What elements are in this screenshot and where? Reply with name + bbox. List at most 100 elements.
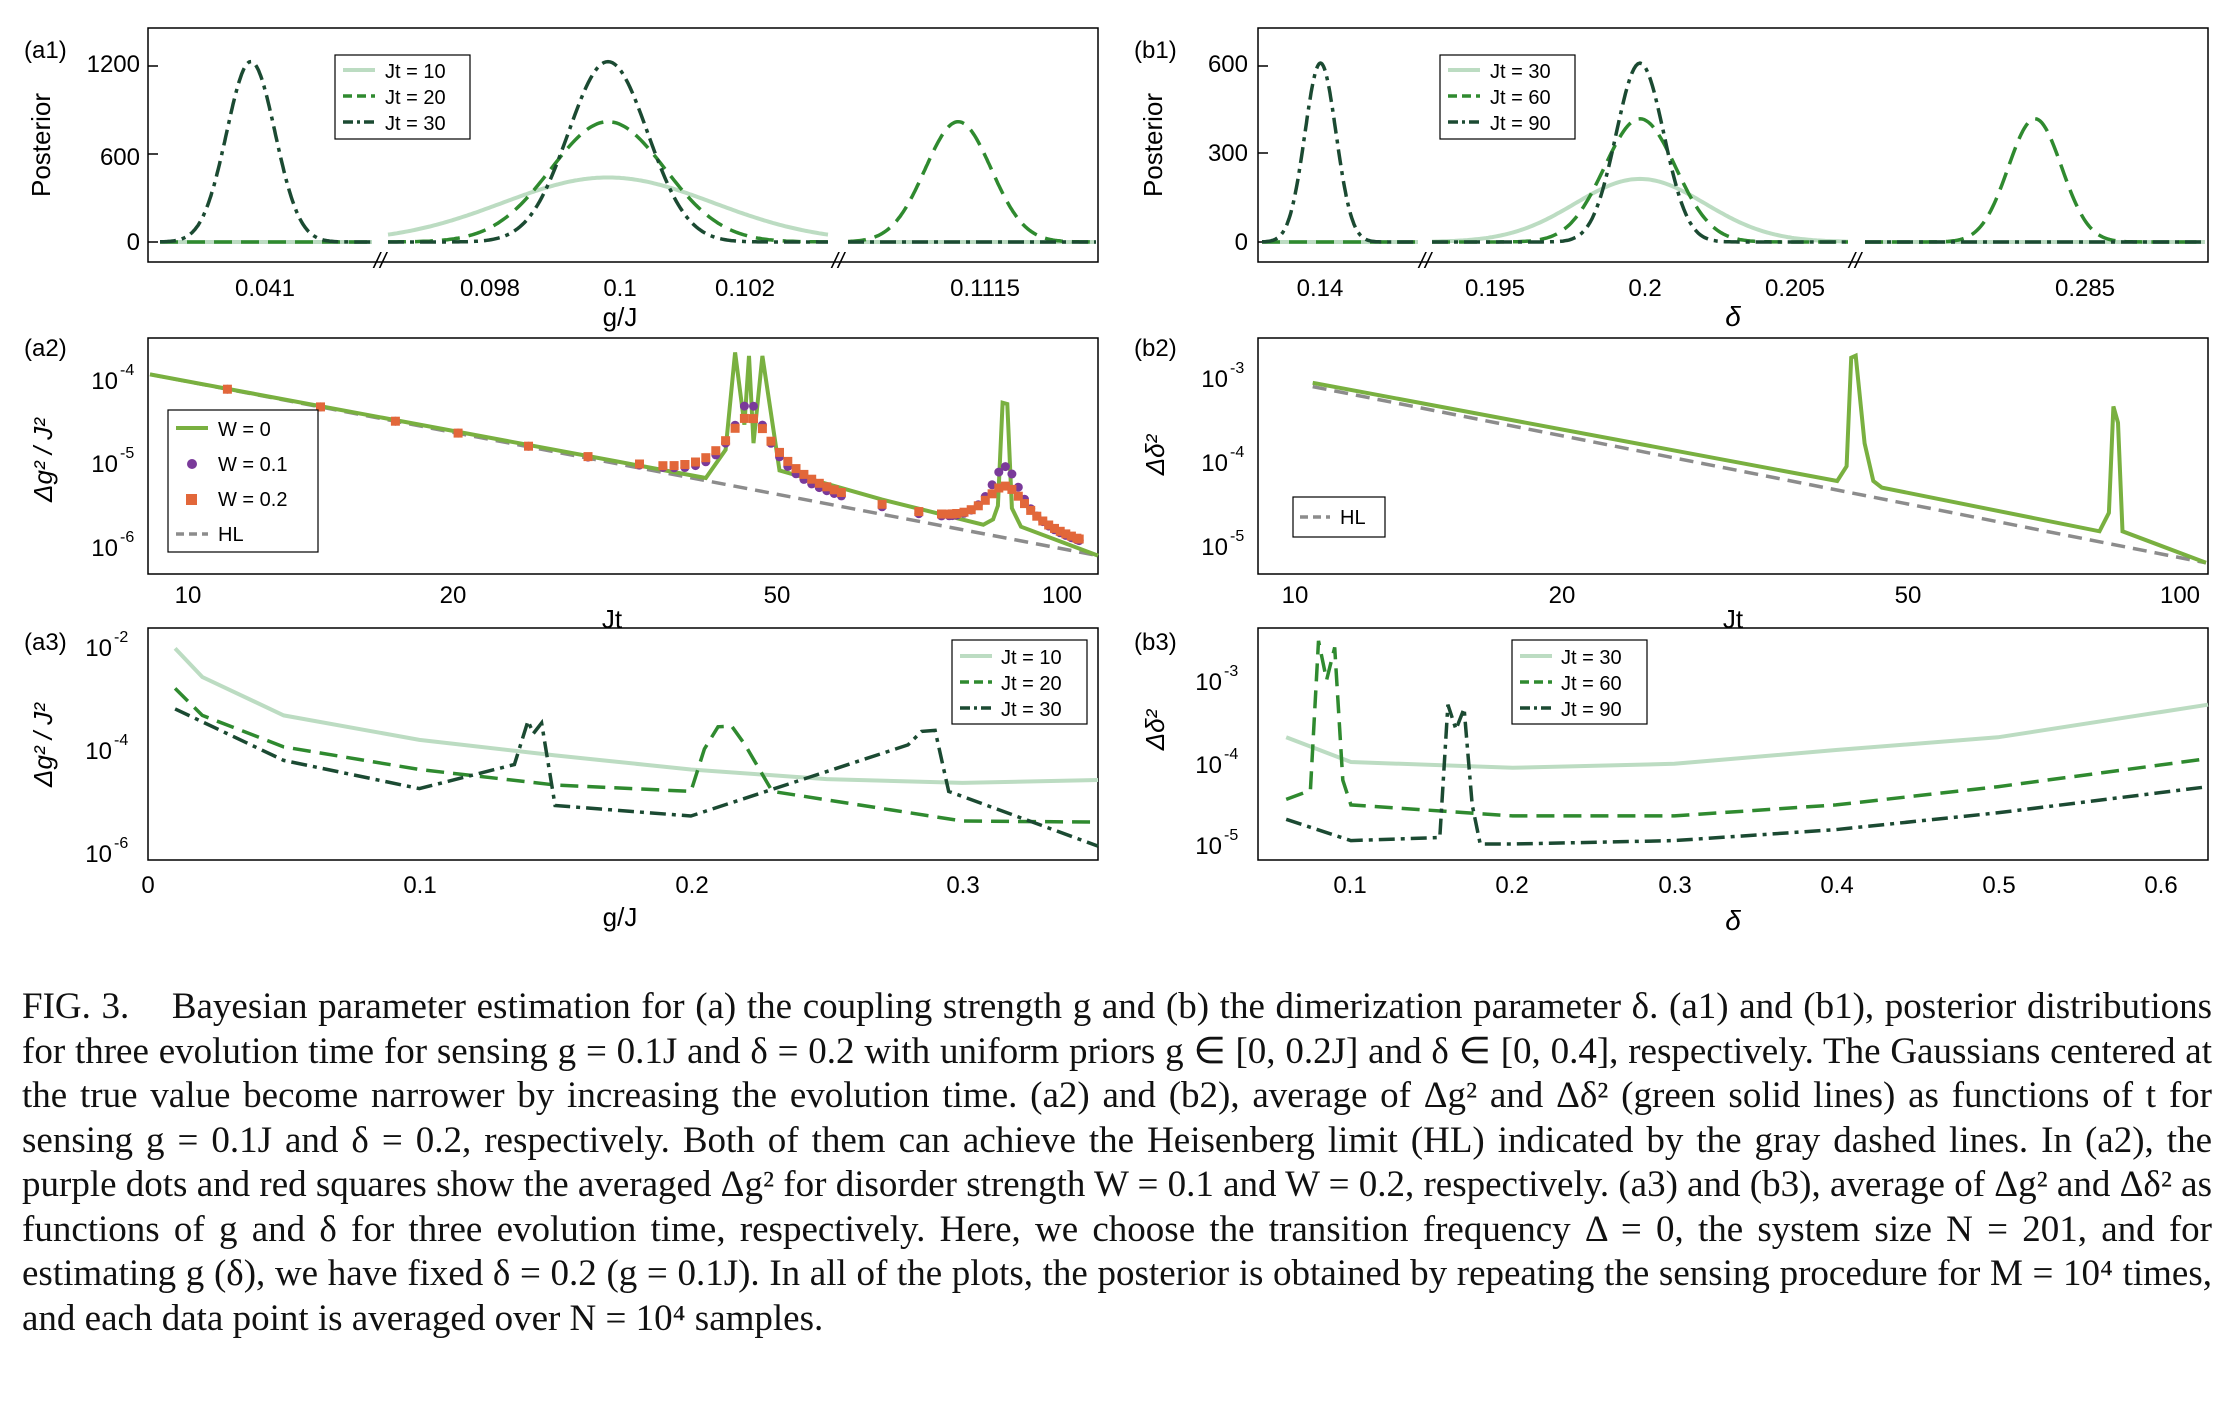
series-a1-jt10 [160,175,1096,244]
caption-label: FIG. 3. [22,986,130,1027]
marker-a2-w01 [994,467,1004,477]
marker-a2-w02 [959,507,969,517]
ytick-b1-1: 300 [1208,140,1248,167]
series-a1-jt30 [160,59,1096,244]
xtick-a3-0: 0 [141,872,154,899]
caption-text: Bayesian parameter estimation for (a) th… [22,986,2212,1339]
marker-a2-w02 [658,461,668,471]
legend-label-a2-0: W = 0 [218,419,271,441]
figure-caption: FIG. 3. Bayesian parameter estimation fo… [22,985,2212,1341]
xtick-a2-2: 50 [764,582,791,609]
marker-a2-w02 [1055,526,1065,536]
marker-a2-w02 [914,507,924,517]
series-a2-w02 [222,384,1084,544]
legend-label-a2-3: HL [218,524,244,546]
marker-a2-w02 [316,402,325,412]
axis-break-a1-left: // [372,248,388,273]
xtick-b1-4: 0.285 [2055,275,2115,302]
marker-a2-w02 [739,413,749,423]
legend-label-b1-0: Jt = 30 [1490,61,1551,83]
ytick-a3-2-exp: -2 [114,629,128,646]
xtick-a2-1: 20 [440,582,467,609]
panel-tag-b2: (b2) [1134,335,1177,362]
marker-a2-w02 [937,509,946,519]
marker-a2-w02 [836,488,846,497]
marker-a2-w02 [691,457,700,467]
series-b3-jt30 [1285,702,2209,770]
lines-a2 [149,352,1099,558]
legend-a2: W = 0 W = 0.1 W = 0.2 HL [167,409,319,553]
marker-a2-w02 [822,482,832,492]
marker-a2-w02 [390,416,400,426]
xtick-a1-2: 0.1 [603,275,636,302]
legend-label-a1-2: Jt = 30 [385,113,446,135]
xtick-b2-0: 10 [1282,582,1309,609]
marker-a2-w02 [1032,511,1042,521]
xtick-a1-4: 0.1115 [950,275,1020,302]
series-b2-main [1312,352,2207,565]
marker-a2-w02 [799,469,809,479]
marker-a2-w02 [814,478,824,488]
marker-a2-w02 [807,474,817,484]
marker-a2-w02 [952,509,962,518]
xtick-a3-2: 0.2 [675,872,708,899]
xlabel-a3: g/J [603,902,638,932]
ylabel-b2: Δδ² [1140,433,1170,476]
ytick-b2-1: 10 [1201,450,1228,477]
series-b2-hl [1312,384,2207,565]
axes-frame-b1 [1257,27,2209,263]
figure-canvas: (a1) Posterior 0 600 1200 0.041 0.098 0.… [24,27,2209,936]
marker-a2-w02 [791,464,801,474]
panel-a2: (a2) Δg² / J² 10 -6 10 -5 10 -4 10 20 50… [24,335,1099,634]
ytick-a1-2: 1200 [87,51,140,78]
xlabel-a1: g/J [603,302,638,332]
axes-frame-b2 [1257,337,2209,575]
marker-a2-w02 [980,495,990,505]
marker-a2-w01 [1007,469,1017,479]
marker-a2-w02 [1026,505,1036,515]
xtick-b1-3: 0.205 [1765,275,1825,302]
marker-a2-w02 [966,505,976,515]
ytick-a2-1: 10 [91,451,118,478]
xlabel-b3: δ [1725,905,1741,936]
marker-a2-w02 [775,447,784,457]
xtick-b3-2: 0.3 [1658,872,1691,899]
xtick-b2-3: 100 [2160,582,2200,609]
legend-label-a2-1: W = 0.1 [218,454,287,476]
marker-a2-w02 [680,460,690,469]
xlabel-b1: δ [1725,301,1741,332]
series-b1-jt60 [1262,117,2205,244]
marker-a2-w02 [987,489,997,499]
xtick-b3-5: 0.6 [2144,872,2177,899]
xtick-b2-1: 20 [1549,582,1576,609]
panel-tag-a1: (a1) [24,37,67,64]
xtick-a1-0: 0.041 [235,275,295,302]
ytick-a3-1-exp: -4 [114,732,128,749]
marker-a2-w02 [1007,484,1017,494]
ytick-a2-1-exp: -5 [120,445,134,462]
series-a3-jt20 [173,687,1099,824]
marker-a2-w02 [1061,529,1071,539]
ytick-a2-2-exp: -4 [120,362,134,379]
panel-a3: (a3) Δg² / J² 10 -6 10 -4 10 -2 0 0.1 0.… [24,627,1099,932]
legend-label-b3-2: Jt = 90 [1561,699,1622,721]
legend-label-b1-2: Jt = 90 [1490,113,1551,135]
xtick-b1-2: 0.2 [1628,275,1661,302]
panel-b1: (b1) Posterior 0 300 600 0.14 0.195 0.2 … [1134,27,2209,332]
legend-a3: Jt = 10 Jt = 20 Jt = 30 [951,639,1088,725]
legend-label-b1-1: Jt = 60 [1490,87,1551,109]
lines-b3 [1285,640,2209,846]
xlabel-b2: Jt [1723,604,1744,634]
marker-a2-w01 [739,401,749,411]
marker-a2-w02 [766,436,776,446]
legend-swatch-a2-1 [187,459,197,469]
xtick-b3-3: 0.4 [1820,872,1853,899]
legend-b2: HL [1292,496,1386,538]
marker-a2-w02 [1072,533,1082,543]
marker-a2-w02 [749,414,758,424]
ytick-a2-0-exp: -6 [120,529,134,546]
yticks-a2: 10 -6 10 -5 10 -4 [91,362,134,562]
marker-a2-w02 [635,459,644,469]
marker-a2-w02 [1038,516,1048,526]
ytick-b2-2: 10 [1201,366,1228,393]
